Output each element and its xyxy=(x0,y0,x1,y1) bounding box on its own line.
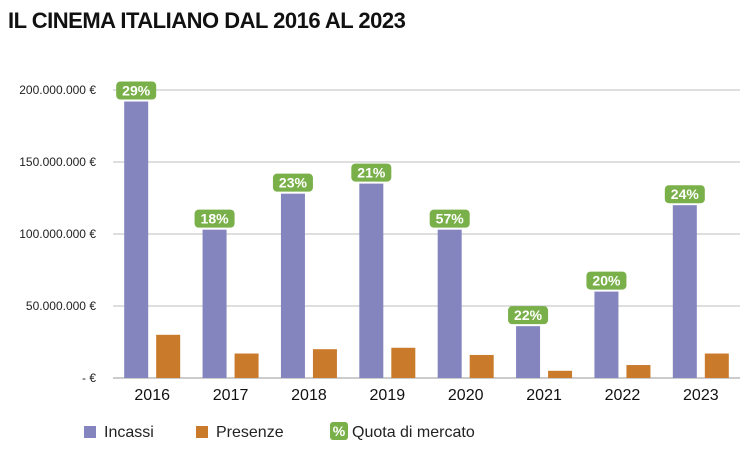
market-share-badge xyxy=(194,209,235,228)
market-share-badge xyxy=(272,173,313,192)
legend-label: Incassi xyxy=(104,424,154,441)
market-share-badge xyxy=(586,271,627,290)
bar-presenze-2016 xyxy=(156,334,181,378)
bars xyxy=(124,101,729,379)
bar-presenze-2022 xyxy=(626,365,651,378)
market-share-label: 23% xyxy=(279,175,308,191)
chart-title: IL CINEMA ITALIANO DAL 2016 AL 2023 xyxy=(8,8,406,33)
bar-incassi-2019 xyxy=(359,183,384,378)
x-tick-label: 2019 xyxy=(370,387,406,404)
market-share-label: 21% xyxy=(357,165,386,181)
y-tick-label: 150.000.000 € xyxy=(19,155,96,169)
market-share-label: 22% xyxy=(514,307,543,323)
x-tick-label: 2023 xyxy=(683,387,719,404)
bar-incassi-2016 xyxy=(124,101,149,379)
market-share-badge xyxy=(508,306,549,325)
market-share-badge xyxy=(664,185,705,204)
y-tick-label: 100.000.000 € xyxy=(19,227,96,241)
y-tick-label: 200.000.000 € xyxy=(19,83,96,97)
x-tick-label: 2017 xyxy=(213,387,249,404)
bar-incassi-2018 xyxy=(280,193,305,378)
legend-marker: % xyxy=(333,423,346,439)
y-tick-label: - € xyxy=(82,371,96,385)
bar-incassi-2022 xyxy=(594,291,619,378)
bar-presenze-2018 xyxy=(312,349,337,378)
bar-incassi-2023 xyxy=(672,205,697,378)
market-share-badge xyxy=(351,163,392,182)
legend-swatch-quota xyxy=(330,422,348,440)
market-share-label: 20% xyxy=(592,273,621,289)
legend-swatch xyxy=(196,426,208,438)
bar-incassi-2020 xyxy=(437,229,462,378)
market-share-label: 24% xyxy=(671,186,700,202)
x-tick-label: 2022 xyxy=(605,387,641,404)
market-share-badge xyxy=(116,81,157,100)
y-tick-label: 50.000.000 € xyxy=(26,299,96,313)
x-axis-ticks: 2016 2017 2018 2019 2020 2021 2022 2023 xyxy=(134,387,718,404)
market-share-label: 57% xyxy=(436,211,465,227)
legend: Incassi Presenze% Quota di mercato xyxy=(84,422,475,441)
bar-presenze-2023 xyxy=(704,353,729,378)
market-share-badge xyxy=(429,209,470,228)
x-tick-label: 2016 xyxy=(134,387,170,404)
x-tick-label: 2018 xyxy=(291,387,327,404)
y-axis-ticks: - € 50.000.000 € 100.000.000 € 150.000.000 … xyxy=(19,83,96,385)
bar-incassi-2017 xyxy=(202,229,227,378)
market-share-label: 18% xyxy=(201,211,230,227)
x-tick-label: 2021 xyxy=(526,387,562,404)
bar-presenze-2020 xyxy=(469,354,494,378)
bar-presenze-2019 xyxy=(391,347,416,378)
x-tick-label: 2020 xyxy=(448,387,484,404)
market-share-labels: 29% 18% 23% 21% 57% 22% 20% 24% xyxy=(116,81,705,325)
legend-swatch xyxy=(84,426,96,438)
legend-label: Presenze xyxy=(216,424,284,441)
bar-presenze-2017 xyxy=(234,353,259,378)
bar-presenze-2021 xyxy=(548,370,573,378)
legend-label: Quota di mercato xyxy=(352,424,475,441)
bar-incassi-2021 xyxy=(516,326,541,378)
market-share-label: 29% xyxy=(122,83,151,99)
